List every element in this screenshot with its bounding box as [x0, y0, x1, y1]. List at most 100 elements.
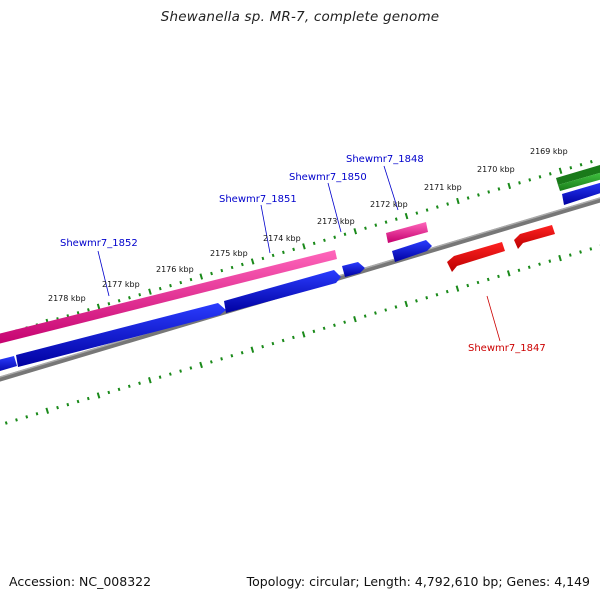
cds-shewmr7-1848[interactable] — [392, 240, 432, 262]
ruler-tick — [425, 296, 429, 300]
ruler-tick — [558, 254, 562, 262]
ruler-tick — [404, 212, 409, 220]
tick-label: 2176 kbp — [156, 265, 194, 274]
ruler-tick — [558, 167, 563, 174]
accession-text: Accession: NC_008322 — [9, 574, 152, 589]
ruler-tick — [374, 223, 378, 227]
ruler-tick — [404, 300, 409, 308]
gene-label-leaders — [97, 165, 501, 342]
ruler-tick — [579, 163, 583, 167]
ruler-tick — [363, 314, 367, 318]
ruler-tick — [250, 346, 255, 353]
gene-reverse-right[interactable] — [514, 225, 555, 249]
ruler-tick — [476, 280, 480, 285]
ruler-tick — [35, 412, 39, 416]
ruler-tick — [271, 253, 275, 258]
ruler-tick — [240, 262, 244, 267]
ruler-tick — [87, 308, 90, 312]
ruler-tick — [45, 407, 50, 414]
ruler-tick — [15, 418, 18, 422]
tick-label: 2170 kbp — [477, 165, 515, 174]
ruler-tick — [66, 402, 70, 407]
ruler-tick — [56, 405, 59, 410]
ruler-tick — [96, 303, 101, 310]
ruler-tick — [527, 265, 531, 269]
tick-label: 2172 kbp — [370, 200, 408, 209]
rna-gene-right-edge-dark[interactable] — [556, 162, 600, 185]
gene-label[interactable]: Shewmr7_1847 — [468, 343, 546, 354]
ruler-tick — [210, 271, 213, 276]
reverse-gene-track — [447, 225, 555, 272]
ruler-tick — [148, 288, 152, 295]
cds-shewmr7-1851[interactable] — [224, 270, 341, 313]
cds-shewmr7-1850[interactable] — [342, 262, 365, 277]
gene-shewmr7-1852-pink[interactable] — [0, 250, 337, 346]
kbp-tick-labels: 2178 kbp 2177 kbp 2176 kbp 2175 kbp 2174… — [48, 147, 568, 303]
gene-shewmr7-1848-pink[interactable] — [386, 222, 428, 243]
ruler-tick — [250, 258, 255, 265]
ruler-tick — [96, 392, 101, 399]
ruler-tick — [127, 384, 131, 388]
ruler-tick — [518, 181, 521, 185]
ruler-tick — [128, 296, 131, 300]
ruler-tick — [456, 197, 460, 205]
ruler-tick — [312, 329, 316, 334]
ruler-tick — [179, 369, 182, 373]
ruler-tick — [86, 396, 90, 401]
ruler-tick — [209, 360, 213, 364]
ruler-tick — [579, 250, 582, 254]
ruler-tick — [199, 361, 203, 369]
ruler-tick — [364, 226, 367, 230]
ruler-tick — [292, 335, 295, 340]
ruler-tick — [168, 372, 172, 376]
ruler-tick — [548, 259, 552, 263]
ruler-tick — [158, 286, 162, 291]
ruler-tick — [435, 205, 439, 209]
ruler-tick — [261, 256, 265, 261]
ruler-tick — [138, 381, 141, 385]
ruler-tick — [117, 387, 121, 392]
gene-label[interactable]: Shewmr7_1850 — [289, 172, 367, 183]
ruler-tick — [589, 160, 593, 164]
ruler-tick — [76, 311, 80, 315]
ruler-tick — [323, 238, 326, 243]
ruler-tick — [353, 316, 357, 323]
ruler-tick — [528, 178, 532, 182]
tick-label: 2169 kbp — [530, 147, 568, 156]
cds-left-edge[interactable] — [0, 356, 17, 374]
ruler-tick — [4, 421, 8, 425]
gene-label[interactable]: Shewmr7_1848 — [346, 154, 424, 165]
gene-label[interactable]: Shewmr7_1852 — [60, 238, 138, 249]
ruler-tick — [220, 268, 224, 273]
ruler-tick — [538, 175, 542, 179]
ruler-tick — [445, 289, 449, 294]
ruler-tick — [466, 283, 470, 288]
tick-label: 2178 kbp — [48, 294, 86, 303]
ruler-tick — [25, 415, 29, 419]
ruler-tick — [486, 277, 490, 282]
ruler-tick — [138, 293, 142, 297]
ruler-tick — [568, 253, 572, 257]
rna-gene-right-edge-light[interactable] — [558, 170, 600, 191]
ruler-tick — [333, 235, 337, 239]
gene-labels: Shewmr7_1852 Shewmr7_1851 Shewmr7_1850 S… — [60, 154, 546, 354]
ruler-tick — [548, 172, 552, 176]
ruler-tick — [148, 377, 152, 384]
cds-shewmr7-1852[interactable] — [16, 303, 226, 367]
ruler-tick — [374, 311, 377, 315]
gene-label[interactable]: Shewmr7_1851 — [219, 194, 297, 205]
ruler-tick — [281, 338, 285, 343]
ruler-tick — [179, 280, 183, 285]
ruler-tick — [538, 262, 541, 266]
ruler-tick — [506, 270, 511, 277]
forward-cds-track — [0, 180, 600, 374]
cds-right-edge[interactable] — [562, 180, 600, 205]
forward-gene-track — [0, 222, 428, 346]
ruler-tick — [394, 305, 398, 309]
inner-tick-ruler — [4, 244, 600, 425]
gene-shewmr7-1847[interactable] — [447, 242, 505, 272]
ruler-tick — [230, 354, 234, 358]
ruler-tick — [189, 366, 193, 370]
